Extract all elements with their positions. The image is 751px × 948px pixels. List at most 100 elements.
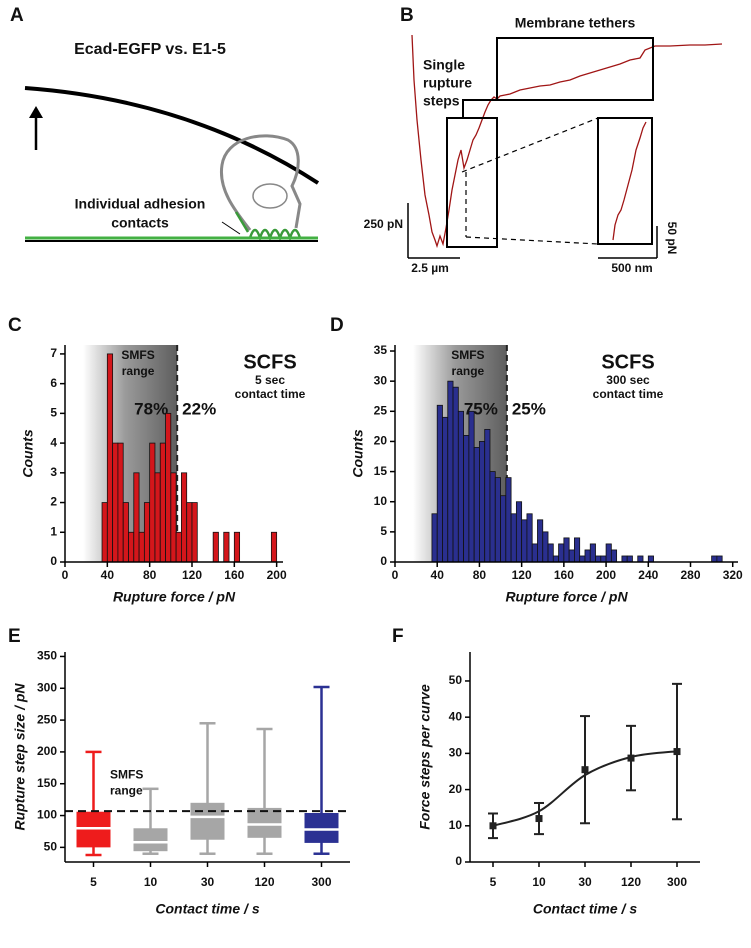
panel-label: D [330,315,344,336]
bar [547,543,554,563]
bar [122,502,129,563]
bar [170,472,177,563]
point [489,822,497,830]
bar [191,502,198,563]
x-tick-label: 200 [596,568,616,582]
chart-subtitle: contact time [593,387,664,401]
box [304,813,339,843]
scale-label: 50 pN [665,222,679,255]
y-axis-title: Counts [20,429,36,477]
x-tick-label: 80 [473,568,487,582]
scale-label: 500 nm [611,261,652,275]
annotation: Individual adhesion [75,196,206,212]
annotation: Membrane tethers [515,15,636,31]
steps-outline [462,99,497,118]
y-tick-label: 35 [374,343,388,357]
bar [452,386,459,563]
bar [521,519,528,563]
bar [505,477,512,563]
bar [436,404,443,563]
y-axis-title: Counts [350,429,366,477]
y-tick-label: 100 [37,808,57,822]
annotation: contacts [111,215,169,231]
chart-subtitle: 300 sec [606,373,650,387]
bar [468,410,475,563]
panel-label: A [10,5,24,26]
x-tick-label: 30 [578,875,592,889]
y-tick-label: 150 [37,776,57,790]
x-tick-label: 40 [431,568,445,582]
bar [510,513,517,563]
x-tick-label: 160 [224,568,244,582]
bar [621,555,628,563]
bar [479,441,486,563]
bar [610,549,618,563]
zoom-line [465,236,599,245]
x-tick-label: 80 [143,568,157,582]
x-tick-label: 120 [254,875,274,889]
bar [233,531,241,563]
x-tick-label: 5 [90,875,97,889]
annotation: steps [423,93,460,109]
x-tick-label: 120 [182,568,202,582]
bar [175,531,182,563]
bar [537,519,544,563]
bar [133,472,140,563]
y-tick-label: 50 [449,673,463,687]
bar [457,410,465,563]
bar [186,502,193,563]
point [581,766,589,774]
y-tick-label: 20 [449,782,463,796]
bar [181,472,188,563]
annotation: Single [423,57,465,73]
percent-label: 22% [182,399,216,418]
boxes [446,37,654,248]
y-tick-label: 0 [380,554,387,568]
bar [101,502,108,563]
bar [143,502,151,563]
chart-title: SCFS [601,351,654,373]
x-axis-title: Rupture force / pN [505,589,628,605]
bar [552,555,559,563]
y-tick-label: 10 [374,494,388,508]
bar [584,549,591,563]
point [535,815,543,823]
y-tick-label: 2 [50,495,57,509]
y-tick-label: 350 [37,649,57,663]
y-tick-label: 30 [449,746,463,760]
x-tick-label: 160 [554,568,574,582]
steps-box [446,117,498,248]
contact [234,211,250,233]
chart-title: SCFS [243,351,296,373]
x-tick-label: 240 [638,568,658,582]
percent-label: 78% [134,399,168,418]
bar [589,543,596,563]
box [133,828,168,852]
bar [626,555,633,563]
bar [138,531,145,563]
cell [219,134,302,231]
x-tick-label: 300 [667,875,687,889]
bar [494,477,501,563]
point [627,754,635,762]
bar [212,531,219,563]
panel-label: B [400,5,414,26]
bar [106,353,114,563]
percent-label: 25% [512,399,546,418]
point [673,748,681,756]
y-tick-label: 0 [455,854,462,868]
scale-bars [407,203,658,259]
y-tick-label: 20 [374,434,388,448]
scale-label: 250 pN [364,217,403,231]
bar [574,537,581,563]
bar [223,531,230,563]
x-tick-label: 10 [144,875,158,889]
x-axis-title: Contact time / s [155,901,259,917]
tethers-box [496,37,654,101]
bar [605,543,612,563]
range-label: range [452,364,485,378]
force-trace [411,34,723,249]
x-tick-label: 10 [532,875,546,889]
